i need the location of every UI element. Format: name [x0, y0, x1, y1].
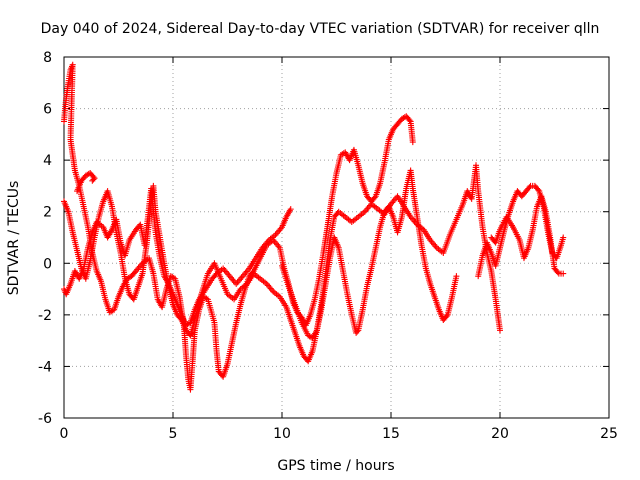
y-tick-label: -2 — [38, 308, 52, 324]
x-tick-label: 10 — [273, 426, 291, 442]
x-axis: 0 5 10 15 20 25 — [60, 57, 618, 442]
y-tick-label: 8 — [43, 50, 52, 66]
data-point — [443, 313, 450, 320]
data-point — [409, 139, 416, 146]
data-layer — [61, 61, 567, 393]
series-track-e — [475, 182, 567, 280]
plot-frame — [63, 56, 610, 419]
y-tick-label: 0 — [43, 256, 52, 272]
data-point — [560, 270, 567, 277]
chart-title: Day 040 of 2024, Sidereal Day-to-day VTE… — [41, 21, 600, 37]
y-tick-label: 4 — [43, 153, 52, 169]
y-axis: -6 -4 -2 0 2 4 6 8 — [38, 50, 609, 427]
y-tick-label: -4 — [38, 359, 52, 375]
y-tick-label: 6 — [43, 102, 52, 118]
series-track-g — [74, 170, 98, 195]
x-tick-label: 15 — [382, 426, 400, 442]
y-tick-label: -6 — [38, 411, 52, 427]
data-point — [497, 327, 503, 334]
data-point — [453, 273, 460, 280]
data-point — [371, 194, 378, 201]
data-point — [560, 234, 567, 241]
data-point — [89, 177, 96, 184]
data-point — [554, 269, 561, 276]
y-axis-label: SDTVAR / TECUs — [6, 181, 22, 296]
x-tick-label: 25 — [600, 426, 618, 442]
data-point — [406, 117, 413, 124]
data-point — [287, 206, 294, 213]
data-point — [354, 328, 361, 335]
data-point — [535, 186, 542, 193]
data-point — [526, 184, 533, 191]
x-tick-label: 20 — [491, 426, 509, 442]
data-point — [90, 176, 97, 183]
x-tick-label: 5 — [169, 426, 178, 442]
series-track-f — [488, 193, 567, 277]
y-tick-label: 2 — [43, 205, 52, 221]
x-tick-label: 0 — [60, 426, 69, 442]
series-track-d — [279, 167, 460, 342]
x-axis-label: GPS time / hours — [277, 458, 394, 474]
data-point — [177, 315, 184, 322]
